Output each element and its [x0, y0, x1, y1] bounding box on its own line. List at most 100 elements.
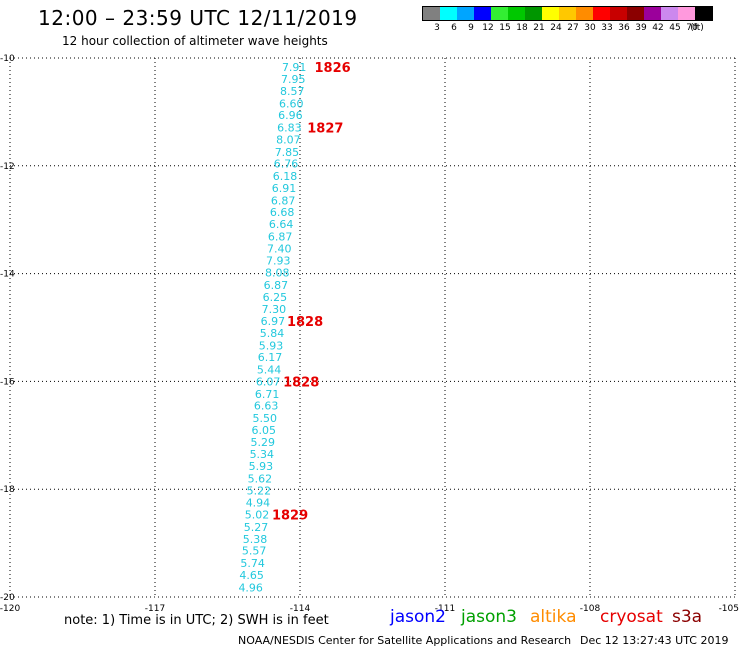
pass-time-label: 1829 [272, 509, 308, 524]
lat-tick-label: -10 [0, 54, 15, 64]
legend-swatch [423, 7, 440, 20]
wave-height-value: 5.50 [252, 412, 277, 425]
wave-height-value: 7.91 [282, 61, 307, 74]
wave-height-value: 4.94 [246, 497, 271, 510]
wave-height-value: 6.07 [256, 375, 281, 388]
color-legend: 3 6 9 12 15 18 21 24 27 30 33 36 39 42 45 70 (ft) [422, 6, 713, 35]
wave-height-value: 7.85 [275, 146, 300, 159]
wave-height-value: 6.60 [279, 97, 304, 110]
wave-height-value: 6.91 [272, 182, 297, 195]
legend-label: 3 [434, 23, 440, 33]
wave-height-value: 7.30 [262, 303, 287, 316]
legend-swatch [525, 7, 542, 20]
wave-height-value: 6.87 [264, 279, 289, 292]
legend-label: 27 [567, 23, 579, 33]
wave-height-value: 6.68 [270, 206, 295, 219]
wave-height-value: 6.25 [263, 291, 288, 304]
legend-swatch [559, 7, 576, 20]
lon-tick-label: -117 [145, 604, 165, 614]
satellite-s3a-label: s3a [672, 607, 703, 627]
legend-unit: (ft) [690, 23, 704, 33]
legend-swatch [610, 7, 627, 20]
legend-label: 33 [601, 23, 613, 33]
wave-height-value: 6.87 [271, 194, 296, 207]
legend-label: 30 [584, 23, 596, 33]
wave-height-value: 5.57 [242, 545, 267, 558]
wave-height-value: 6.83 [277, 122, 302, 135]
lat-tick-label: -18 [0, 485, 15, 495]
wave-height-value: 8.57 [280, 85, 305, 98]
legend-swatch [661, 7, 678, 20]
wave-height-value: 8.08 [265, 267, 290, 280]
legend-swatch [491, 7, 508, 20]
wave-height-value: 8.07 [276, 133, 301, 146]
wave-height-value: 5.44 [257, 364, 282, 377]
wave-height-value: 5.02 [245, 509, 270, 522]
legend-label: 36 [618, 23, 630, 33]
lon-tick-label: -111 [435, 604, 455, 614]
wave-height-value: 4.65 [239, 569, 264, 582]
wave-height-value: 5.74 [240, 557, 265, 570]
lon-tick-label: -120 [0, 604, 20, 614]
legend-swatch [627, 7, 644, 20]
legend-swatch [678, 7, 695, 20]
legend-swatch [644, 7, 661, 20]
wave-height-value: 7.40 [267, 242, 292, 255]
legend-label: 45 [669, 23, 681, 33]
legend-label: 24 [550, 23, 562, 33]
wave-height-value: 5.93 [249, 460, 274, 473]
wave-height-value: 6.87 [268, 230, 293, 243]
legend-swatch [457, 7, 474, 20]
legend-swatch [440, 7, 457, 20]
wave-height-value: 6.63 [254, 400, 279, 413]
legend-label: 9 [468, 23, 474, 33]
wave-height-value: 6.05 [252, 424, 277, 437]
legend-swatch [695, 7, 712, 20]
satellite-cryosat-label: cryosat [600, 607, 663, 627]
lon-tick-label: -114 [290, 604, 311, 614]
legend-swatch [593, 7, 610, 20]
wave-height-value: 4.96 [238, 581, 263, 594]
wave-height-value: 5.84 [260, 327, 285, 340]
pass-time-label: 1826 [315, 61, 351, 76]
legend-label: 15 [499, 23, 511, 33]
legend-label: 42 [652, 23, 664, 33]
legend-swatch [542, 7, 559, 20]
lat-tick-label: -20 [0, 593, 15, 603]
legend-label: 12 [482, 23, 494, 33]
wave-height-value: 7.95 [281, 73, 306, 86]
wave-height-value: 6.64 [269, 218, 294, 231]
wave-height-value: 6.97 [261, 315, 286, 328]
legend-label: 18 [516, 23, 528, 33]
pass-time-label: 1828 [283, 375, 319, 390]
lon-tick-label: -108 [580, 604, 601, 614]
legend-swatch [576, 7, 593, 20]
lat-tick-label: -14 [0, 270, 15, 280]
wave-height-value: 5.29 [251, 436, 276, 449]
lat-tick-label: -16 [0, 377, 15, 387]
pass-time-label: 1827 [307, 122, 343, 137]
legend-label: 39 [635, 23, 647, 33]
wave-height-value: 5.62 [248, 472, 273, 485]
legend-swatches [422, 6, 713, 21]
credit-text: NOAA/NESDIS Center for Satellite Applica… [238, 634, 572, 647]
footer-note: note: 1) Time is in UTC; 2) SWH is in fe… [64, 613, 329, 628]
wave-height-value: 6.71 [255, 388, 280, 401]
pass-time-label: 1828 [287, 315, 323, 330]
lat-tick-label: -12 [0, 162, 15, 172]
generated-timestamp: Dec 12 13:27:43 UTC 2019 [580, 634, 729, 647]
wave-height-value: 5.38 [243, 533, 268, 546]
wave-height-value: 5.93 [259, 339, 284, 352]
legend-label: 70 [686, 23, 698, 33]
wave-height-value: 7.93 [266, 255, 291, 268]
map-title: 12:00 – 23:59 UTC 12/11/2019 [38, 6, 358, 30]
satellite-jason2-label: jason2 [390, 607, 446, 627]
satellite-altika-label: altika [530, 607, 577, 627]
legend-label: 6 [451, 23, 457, 33]
wave-height-value: 6.18 [273, 170, 298, 183]
wave-height-value: 5.34 [250, 448, 275, 461]
legend-swatch [474, 7, 491, 20]
wave-height-value: 5.27 [244, 521, 269, 534]
legend-swatch [508, 7, 525, 20]
